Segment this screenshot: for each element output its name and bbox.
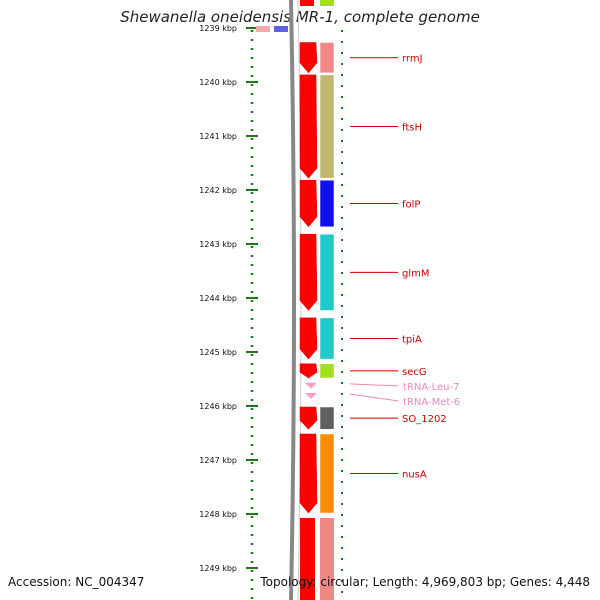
scale-tick-label: 1239 kbp [199, 24, 237, 33]
gene-label-SO_1202: SO_1202 [402, 414, 447, 425]
trna-marker-tRNA-Met-6 [305, 392, 317, 399]
partial-cds [300, 518, 315, 600]
cog-block-secG [319, 363, 335, 379]
cog-block-tpiA [319, 317, 335, 360]
scale-tick-label: 1245 kbp [199, 348, 237, 357]
gene-label-folP: folP [402, 200, 420, 211]
cds-arrow-tpiA [299, 317, 318, 360]
gene-label-tpiA: tpiA [402, 335, 422, 346]
cog-block-ftsH [319, 74, 335, 179]
scale-tick-label: 1247 kbp [199, 456, 237, 465]
gene-label-ftsH: ftsH [402, 123, 422, 134]
partial-cog [320, 0, 334, 6]
scale-tick-label: 1242 kbp [199, 186, 237, 195]
cds-arrow-SO_1202 [299, 406, 318, 430]
scale-tick-label: 1243 kbp [199, 240, 237, 249]
partial-feature [274, 26, 288, 32]
cds-arrow-ftsH [299, 74, 318, 179]
scale-tick-label: 1244 kbp [199, 294, 237, 303]
cog-block-SO_1202 [319, 406, 335, 430]
cds-arrow-secG [299, 363, 318, 379]
leader-line-tRNA-Leu-7 [349, 383, 399, 387]
cds-arrow-folP [299, 179, 318, 228]
gene-label-nusA: nusA [402, 470, 427, 481]
topology-label: Topology: circular; Length: 4,969,803 bp… [260, 575, 590, 589]
cog-block-glmM [319, 233, 335, 311]
cds-arrow-glmM [299, 233, 318, 311]
cds-arrow-nusA [299, 433, 318, 514]
scale-tick-label: 1248 kbp [199, 510, 237, 519]
cog-block-rrmJ [319, 42, 335, 74]
trna-marker-tRNA-Leu-7 [305, 382, 317, 389]
scale-tick-label: 1246 kbp [199, 402, 237, 411]
partial-cog [320, 518, 334, 600]
gene-label-rrmJ: rrmJ [402, 54, 423, 65]
cds-arrow-rrmJ [299, 42, 318, 74]
leader-line-tRNA-Met-6 [349, 393, 399, 402]
cog-block-nusA [319, 433, 335, 514]
scale-tick-label: 1249 kbp [199, 564, 237, 573]
cog-block-folP [319, 179, 335, 228]
gene-label-tRNA-Leu-7: tRNA-Leu-7 [403, 382, 459, 393]
partial-cds [300, 0, 314, 6]
accession-label: Accession: NC_004347 [8, 575, 145, 589]
genome-backbone [289, 0, 296, 600]
gene-label-glmM: glmM [402, 268, 430, 279]
map-title: Shewanella oneidensis MR-1, complete gen… [120, 8, 480, 26]
partial-feature [256, 26, 270, 32]
scale-tick-label: 1241 kbp [199, 132, 237, 141]
scale-tick-label: 1240 kbp [199, 78, 237, 87]
gene-label-secG: secG [402, 367, 427, 378]
gene-label-tRNA-Met-6: tRNA-Met-6 [403, 397, 460, 408]
